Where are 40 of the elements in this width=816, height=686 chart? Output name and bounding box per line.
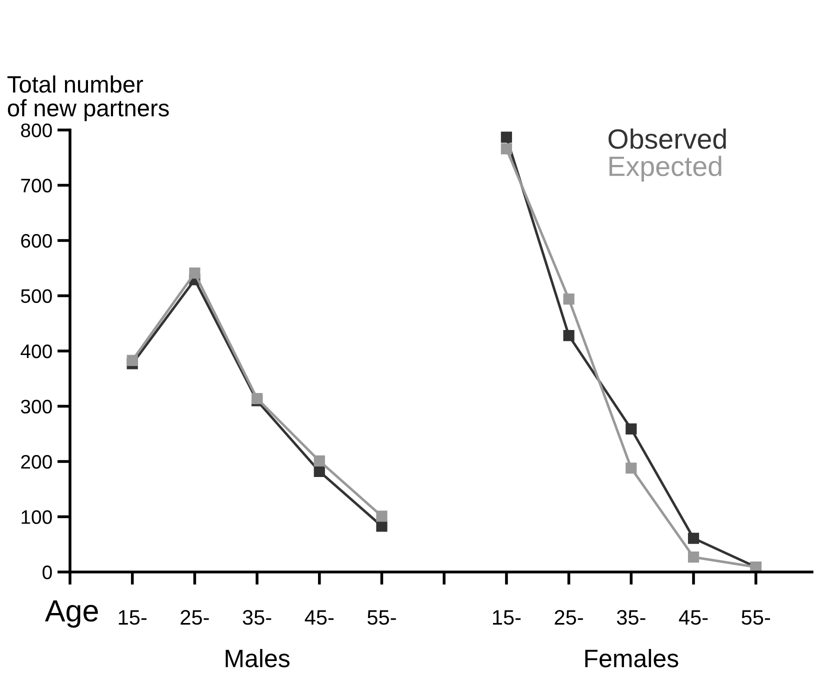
y-axis-title: Total number of new partners [7,75,169,122]
point [563,330,574,342]
x-tick-label: 45- [678,610,708,625]
x-tick-label: 25- [554,610,583,625]
point [688,532,700,544]
y-tick-label: 100 [22,510,52,524]
point [626,462,637,474]
point [626,423,637,434]
point [563,294,574,305]
point [376,510,388,522]
x-tick-label: 35- [616,610,646,625]
text: Females [585,648,678,668]
point [252,392,263,404]
point [376,520,388,532]
x-tick-label: 45- [304,610,334,625]
point [500,143,512,154]
y-tick-label: 300 [20,400,52,414]
y-tick-label: 200 [21,454,52,469]
point [189,268,200,279]
x-tick-label: 55- [742,610,770,625]
text: Expected [610,156,722,182]
y-tick-label: 600 [21,234,52,248]
point [314,455,325,467]
point [314,466,325,477]
x-tick-label: 35- [242,610,272,625]
point [688,552,700,563]
point [500,132,512,143]
x-tick-label: 25- [180,610,209,625]
x-tick-label: 15- [493,610,521,625]
point [126,354,138,366]
text: Males [226,648,290,668]
y-tick-label: 500 [20,289,52,303]
y-tick-label: 0 [42,565,52,580]
text: Age [44,600,98,628]
text: Observed [608,128,726,149]
y-tick-label: 700 [21,178,52,192]
x-tick-label: 15- [118,610,146,625]
y-tick-label: 800 [21,123,52,138]
x-tick-label: 55- [368,610,396,625]
y-tick-label: 400 [20,344,52,358]
